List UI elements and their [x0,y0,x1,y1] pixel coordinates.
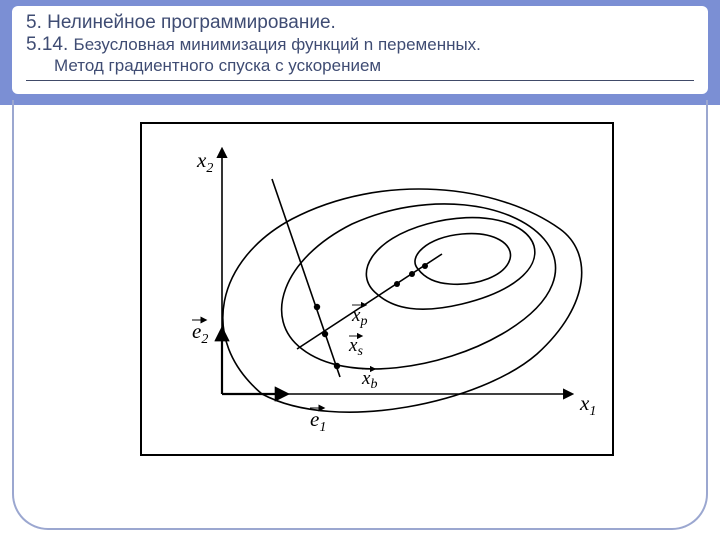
gradient-descent-diagram: x2 x1 e2 e1 xp xs xb [142,124,612,454]
descent-points [314,263,428,369]
header-rule [26,80,694,81]
svg-text:e2: e2 [192,319,208,347]
x-axis-label: x1 [579,391,596,419]
svg-text:xb: xb [361,368,377,392]
contour-1 [223,189,582,412]
contour-2 [282,204,556,369]
title-line-2-prefix: 5.14. [26,34,74,55]
xs-label: xs [348,335,363,359]
y-axis-label: x2 [196,148,213,176]
title-line-1: 5. Нелинейное программирование. [26,12,694,34]
contour-3 [366,218,534,310]
svg-text:xp: xp [351,305,367,329]
svg-text:xs: xs [348,335,363,359]
title-line-2: 5.14. Безусловная минимизация функций n … [26,34,694,56]
xb-label: xb [361,368,377,392]
header-panel: 5. Нелинейное программирование. 5.14. Бе… [12,6,708,94]
contour-4 [415,234,511,285]
xp-label: xp [351,305,367,329]
descent-line-2 [297,254,442,349]
e2-label: e2 [192,319,208,347]
figure-box: x2 x1 e2 e1 xp xs xb [140,122,614,456]
title-line-3: Метод градиентного спуска с ускорением [26,56,694,76]
contours [223,189,582,412]
slide: 5. Нелинейное программирование. 5.14. Бе… [0,0,720,540]
title-line-2-rest: Безусловная минимизация функций n переме… [74,35,481,54]
descent-line-1 [272,179,340,377]
